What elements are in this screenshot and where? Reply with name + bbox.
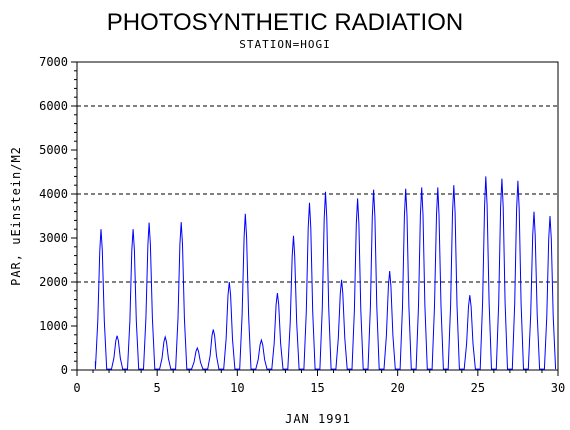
x-tick-label: 25 [471, 381, 485, 395]
chart-title: PHOTOSYNTHETIC RADIATION [107, 9, 463, 36]
y-tick-label: 1000 [39, 319, 68, 333]
y-tick-label: 4000 [39, 187, 68, 201]
y-tick-label: 7000 [39, 55, 68, 69]
reference-lines [77, 105, 558, 283]
y-tick-label: 3000 [39, 231, 68, 245]
x-axis: 0 5 10 15 20 25 30 [73, 370, 565, 395]
y-tick-label: 0 [61, 363, 68, 377]
chart-subtitle: STATION=HOGI [239, 38, 330, 51]
y-axis: 0 1000 2000 3000 4000 5000 6000 7000 [39, 55, 77, 377]
x-tick-label: 20 [390, 381, 404, 395]
x-axis-label: JAN 1991 [285, 412, 351, 426]
x-tick-label: 0 [73, 381, 80, 395]
y-tick-label: 6000 [39, 99, 68, 113]
x-tick-label: 30 [551, 381, 565, 395]
par-series-line [94, 176, 557, 370]
plot-frame [76, 61, 559, 371]
y-tick-label: 2000 [39, 275, 68, 289]
x-tick-label: 15 [310, 381, 324, 395]
y-tick-label: 5000 [39, 143, 68, 157]
x-tick-label: 5 [154, 381, 161, 395]
x-tick-label: 10 [230, 381, 244, 395]
y-axis-label: PAR, uEinstein/M2 [9, 146, 23, 286]
